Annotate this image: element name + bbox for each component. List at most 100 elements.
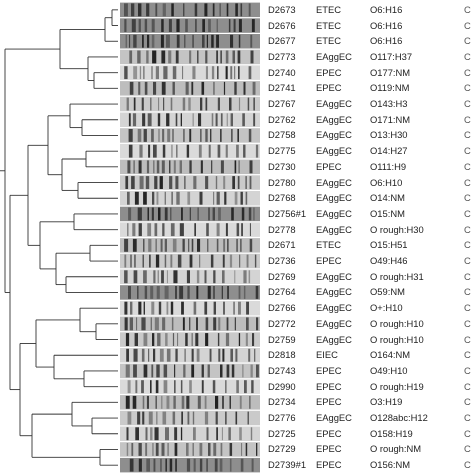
strain-id: D2673	[268, 3, 296, 15]
extra-column-label: C	[464, 3, 471, 15]
serotype-label: O rough:H19	[370, 380, 424, 392]
serotype-label: O111:H9	[370, 160, 407, 172]
strain-row: D2758 EAggEC O13:H30 C	[260, 125, 474, 145]
strain-id: D2730	[268, 160, 296, 172]
strain-id: D2767	[268, 98, 296, 110]
extra-column-label: C	[464, 192, 471, 204]
serotype-label: O rough:H10	[370, 317, 424, 329]
strain-row: D2739#1 EPEC O156:NM C	[260, 455, 474, 475]
serotype-label: O164:NM	[370, 349, 411, 361]
extra-column-label: C	[464, 160, 471, 172]
strain-row: D2990 EPEC O rough:H19 C	[260, 377, 474, 397]
gel-lane	[120, 442, 260, 457]
pathotype-label: EAggEC	[316, 317, 352, 329]
extra-column-label: C	[464, 286, 471, 298]
strain-id: D2677	[268, 35, 296, 47]
strain-id: D2741	[268, 82, 296, 94]
strain-id: D2769	[268, 270, 296, 282]
pathotype-label: EAggEC	[316, 192, 352, 204]
strain-id: D2676	[268, 19, 296, 31]
extra-column-label: C	[464, 129, 471, 141]
gel-lane	[120, 300, 260, 316]
pathotype-label: EPEC	[316, 255, 342, 267]
strain-row: D2743 EPEC O49:H10 C	[260, 361, 474, 381]
strain-id: D2671	[268, 239, 296, 251]
strain-id: D2734	[268, 396, 296, 408]
pathotype-label: EAggEC	[316, 223, 352, 235]
gel-lanes	[120, 2, 260, 473]
strain-row: D2729 EPEC O rough:NM C	[260, 439, 474, 459]
gel-lane	[120, 253, 260, 269]
extra-column-label: C	[464, 82, 471, 94]
extra-column-label: C	[464, 380, 471, 392]
extra-column-label: C	[464, 35, 471, 47]
gel-lane	[120, 191, 260, 206]
extra-column-label: C	[464, 364, 471, 376]
extra-column-label: C	[464, 223, 471, 235]
strain-id: D2740	[268, 66, 296, 78]
strain-row: D2671 ETEC O15:H51 C	[260, 235, 474, 255]
strain-row: D2676 ETEC O6:H16 C	[260, 16, 474, 36]
gel-lane	[120, 81, 260, 96]
gel-lane	[120, 2, 260, 18]
gel-lane	[120, 316, 260, 332]
extra-column-label: C	[464, 98, 471, 110]
serotype-label: O156:NM	[370, 459, 411, 471]
pathotype-label: ETEC	[316, 35, 342, 47]
serotype-label: O13:H30	[370, 129, 408, 141]
gel-lane	[120, 269, 260, 284]
gel-lane	[120, 348, 260, 363]
strain-row: D2736 EPEC O49:H46 C	[260, 251, 474, 271]
pathotype-label: EAggEC	[316, 113, 352, 125]
extra-column-label: C	[464, 427, 471, 439]
gel-lane	[120, 457, 260, 473]
serotype-label: O3:H19	[370, 396, 403, 408]
strain-row: D2767 EAggEC O143:H3 C	[260, 94, 474, 114]
strain-id: D2739#1	[268, 459, 307, 471]
serotype-label: O117:H37	[370, 50, 413, 62]
strain-id: D2762	[268, 113, 296, 125]
serotype-label: O rough:H10	[370, 333, 424, 345]
pathotype-label: EAggEC	[316, 412, 352, 424]
extra-column-label: C	[464, 443, 471, 455]
serotype-label: O59:NM	[370, 286, 405, 298]
gel-lane	[120, 18, 260, 33]
gel-lane	[120, 410, 260, 426]
extra-column-label: C	[464, 349, 471, 361]
gel-lane	[120, 206, 260, 222]
strain-id: D2743	[268, 364, 296, 376]
strain-row: D2741 EPEC O119:NM C	[260, 78, 474, 98]
serotype-label: O rough:NM	[370, 443, 422, 455]
pathotype-label: EPEC	[316, 380, 342, 392]
pathotype-label: EAggEC	[316, 270, 352, 282]
pathotype-label: EPEC	[316, 82, 342, 94]
serotype-label: O15:H51	[370, 239, 408, 251]
extra-column-label: C	[464, 176, 471, 188]
gel-lane	[120, 34, 260, 49]
strain-row: D2673 ETEC O6:H16 C	[260, 0, 474, 20]
strain-id: D2725	[268, 427, 296, 439]
gel-lane	[120, 363, 260, 379]
strain-row: D2772 EAggEC O rough:H10 C	[260, 314, 474, 334]
serotype-label: O158:H19	[370, 427, 413, 439]
gel-lane	[120, 128, 260, 143]
pathotype-label: EPEC	[316, 66, 342, 78]
extra-column-label: C	[464, 459, 471, 471]
extra-column-label: C	[464, 207, 471, 219]
pathotype-label: EPEC	[316, 364, 342, 376]
strain-id: D2764	[268, 286, 296, 298]
strain-id: D2773	[268, 50, 296, 62]
strain-id: D2759	[268, 333, 296, 345]
extra-column-label: C	[464, 412, 471, 424]
pathotype-label: EAggEC	[316, 145, 352, 157]
extra-column-label: C	[464, 333, 471, 345]
extra-column-label: C	[464, 317, 471, 329]
strain-id: D2990	[268, 380, 296, 392]
strain-id: D2776	[268, 412, 296, 424]
extra-column-label: C	[464, 113, 471, 125]
strain-row: D2780 EAggEC O6:H10 C	[260, 173, 474, 193]
serotype-label: O6:H16	[370, 3, 403, 15]
pathotype-label: EPEC	[316, 160, 342, 172]
pathotype-label: EAggEC	[316, 129, 352, 141]
